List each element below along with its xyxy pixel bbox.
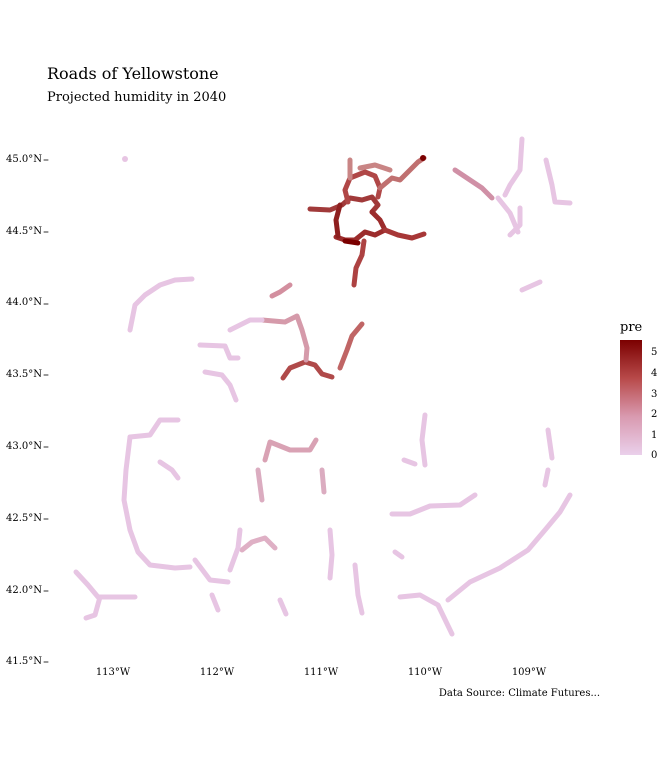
legend-tick-label: 5 bbox=[651, 347, 658, 358]
point-feature bbox=[122, 156, 128, 162]
y-tick-label: 44.5°N bbox=[5, 226, 42, 237]
x-tick-label: 111°W bbox=[303, 667, 339, 678]
data-source-caption: Data Source: Climate Futures... bbox=[438, 688, 600, 699]
legend-colorbar bbox=[620, 340, 642, 455]
legend-tick-label: 3 bbox=[651, 389, 658, 400]
x-tick-label: 110°W bbox=[407, 667, 443, 678]
x-tick-label: 113°W bbox=[95, 667, 131, 678]
legend-title: pre bbox=[620, 320, 643, 335]
legend-tick-label: 0 bbox=[651, 450, 658, 461]
axis-ticks bbox=[43, 159, 49, 663]
roads-mid-humidity bbox=[239, 282, 365, 553]
roads-low-humidity bbox=[73, 136, 573, 637]
y-tick-label: 42.0°N bbox=[5, 585, 42, 596]
y-tick-label: 41.5°N bbox=[5, 656, 42, 667]
y-tick-label: 43.0°N bbox=[5, 441, 42, 452]
map-title: Roads of Yellowstone bbox=[47, 64, 219, 83]
y-tick-label: 42.5°N bbox=[5, 513, 42, 524]
y-tick-label: 43.5°N bbox=[5, 369, 42, 380]
y-tick-label: 44.0°N bbox=[5, 297, 42, 308]
map-subtitle: Projected humidity in 2040 bbox=[47, 90, 227, 105]
y-tick-label: 45.0°N bbox=[5, 154, 42, 165]
point-feature bbox=[420, 155, 426, 161]
legend-tick-label: 2 bbox=[651, 409, 658, 420]
legend-tick-label: 1 bbox=[651, 430, 658, 441]
roads-high-humidity bbox=[307, 155, 495, 288]
x-tick-label: 109°W bbox=[511, 667, 547, 678]
legend-tick-label: 4 bbox=[651, 368, 658, 379]
x-tick-label: 112°W bbox=[199, 667, 235, 678]
